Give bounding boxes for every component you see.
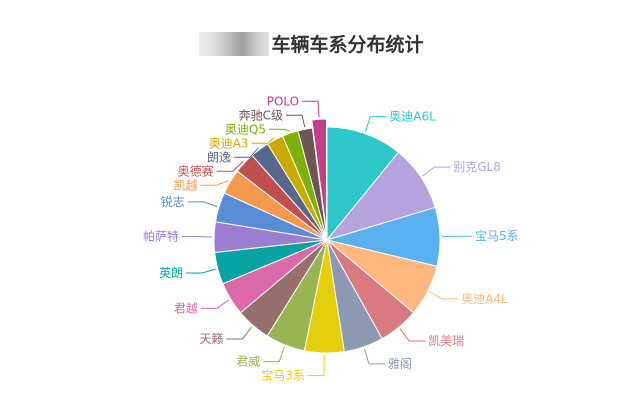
label-line [200, 180, 229, 186]
chart-title-area: 车辆车系分布统计 [0, 30, 623, 57]
label-line [251, 137, 275, 144]
redacted-title-prefix [199, 31, 270, 56]
slice-label: 奥迪A6L [389, 110, 436, 124]
slice-label: 奥迪A4L [461, 292, 508, 306]
label-line [186, 268, 216, 274]
pie-slice[interactable] [326, 126, 400, 242]
slice-label: 君越 [174, 301, 198, 315]
label-line [307, 354, 325, 377]
slice-label: 朗逸 [207, 150, 231, 164]
slice-label: 凯美瑞 [428, 334, 464, 348]
label-line [200, 299, 230, 309]
label-line [365, 116, 387, 132]
label-line [399, 328, 426, 342]
slice-label: 英朗 [159, 266, 183, 280]
slice-label: 别克GL8 [453, 160, 501, 174]
slice-label: POLO [267, 94, 299, 108]
label-line [263, 346, 285, 363]
label-line [302, 100, 320, 118]
slice-label: 帕萨特 [143, 229, 179, 244]
slice-label: 奥迪A3 [209, 136, 249, 150]
slice-label: 奥德赛 [178, 163, 214, 178]
label-line [216, 161, 244, 172]
label-line [422, 166, 451, 177]
label-line [429, 291, 459, 300]
slice-label: 锐志 [161, 195, 185, 209]
slice-label: 奔驰C级 [239, 108, 283, 122]
pie-slice[interactable] [297, 127, 328, 241]
slice-label: 君威 [236, 355, 260, 369]
chart-title: 车辆车系分布统计 [271, 34, 424, 56]
label-line [286, 114, 306, 128]
label-line [226, 326, 253, 340]
label-line [187, 201, 218, 207]
slice-label: 奥迪Q5 [225, 122, 266, 136]
label-line [363, 348, 385, 365]
slice-label: 雅阁 [388, 356, 412, 371]
pie-slice[interactable] [311, 118, 327, 233]
slice-label: 宝马3系 [261, 369, 305, 383]
label-line [234, 147, 259, 158]
slice-label: 天籁 [199, 331, 223, 346]
label-line [269, 128, 290, 132]
slice-label: 宝马5系 [475, 229, 519, 243]
slice-label: 凯越 [173, 178, 197, 192]
